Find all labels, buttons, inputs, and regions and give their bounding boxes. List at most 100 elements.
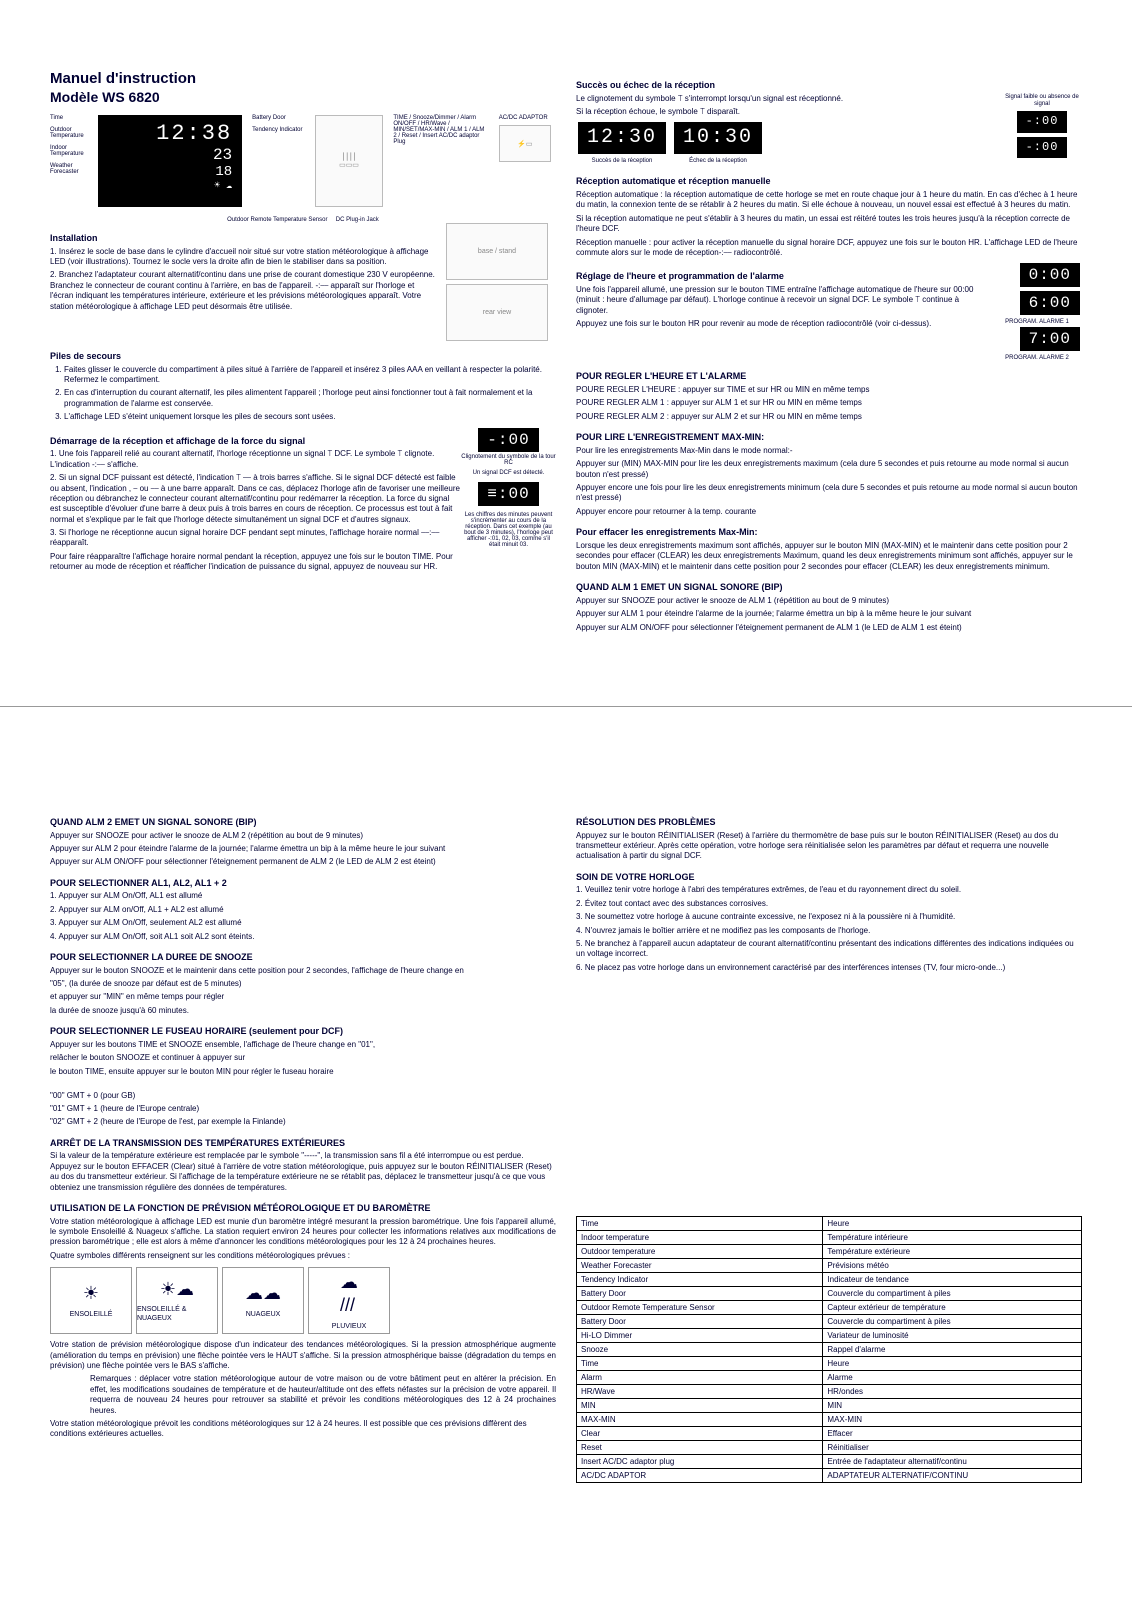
table-row: Hi-LO DimmerVariateur de luminosité [577, 1329, 1082, 1343]
table-row: Outdoor temperatureTempérature extérieur… [577, 1245, 1082, 1259]
table-row: TimeHeure [577, 1357, 1082, 1371]
table-cell: Alarm [577, 1371, 823, 1385]
table-row: MAX-MINMAX-MIN [577, 1413, 1082, 1427]
demarrage-lcds: -:00 Clignotement du symbole de la tour … [461, 426, 556, 548]
table-cell: MAX-MIN [823, 1413, 1082, 1427]
table-row: Outdoor Remote Temperature SensorCapteur… [577, 1301, 1082, 1315]
table-row: ResetRéinitialiser [577, 1441, 1082, 1455]
table-cell: Rappel d'alarme [823, 1343, 1082, 1357]
weather-rain: ☁/// PLUVIEUX [308, 1267, 390, 1334]
table-row: AlarmAlarme [577, 1371, 1082, 1385]
installation-figs: base / stand rear view [446, 223, 556, 341]
table-cell: MIN [823, 1399, 1082, 1413]
soin-block: SOIN DE VOTRE HORLOGE 1. Veuillez tenir … [576, 872, 1082, 973]
page2-left-col: QUAND ALM 2 EMET UN SIGNAL SONORE (BIP) … [50, 807, 556, 1483]
table-cell: MAX-MIN [577, 1413, 823, 1427]
fuseau-block: POUR SELECTIONNER LE FUSEAU HORAIRE (seu… [50, 1026, 556, 1127]
table-cell: Réinitialiser [823, 1441, 1082, 1455]
table-cell: Clear [577, 1427, 823, 1441]
hero-adaptor: AC/DC ADAPTOR ⚡▭ [499, 115, 556, 207]
arret-block: ARRÊT DE LA TRANSMISSION DES TEMPÉRATURE… [50, 1138, 556, 1193]
table-row: MINMIN [577, 1399, 1082, 1413]
sun-icon: ☀ [83, 1282, 99, 1305]
hero-mid-labels: Battery Door Tendency Indicator [252, 115, 304, 207]
table-cell: Hi-LO Dimmer [577, 1329, 823, 1343]
table-cell: Capteur extérieur de température [823, 1301, 1082, 1315]
page-1: Manuel d'instruction Modèle WS 6820 Time… [0, 0, 1132, 676]
cloud-icon: ☁☁ [245, 1282, 281, 1305]
piles-title: Piles de secours [50, 351, 556, 363]
weather-sunny: ☀ ENSOLEILLÉ [50, 1267, 132, 1334]
hero-left-labels: Time Outdoor Temperature Indoor Temperat… [50, 115, 88, 207]
installation-title: Installation [50, 233, 438, 245]
table-cell: Prévisions météo [823, 1259, 1082, 1273]
effacer-block: Pour effacer les enregistrements Max-Min… [576, 527, 1082, 572]
doc-model: Modèle WS 6820 [50, 89, 556, 105]
table-cell: Tendency Indicator [577, 1273, 823, 1287]
table-row: SnoozeRappel d'alarme [577, 1343, 1082, 1357]
table-cell: Reset [577, 1441, 823, 1455]
rain-icon: ☁/// [340, 1271, 358, 1318]
succes-title: Succès ou échec de la réception [576, 80, 1082, 92]
table-row: HR/WaveHR/ondes [577, 1385, 1082, 1399]
table-cell: Time [577, 1217, 823, 1231]
hero-lcd: 12:38 23 18 ☀ ☁ [98, 115, 242, 207]
table-cell: Alarme [823, 1371, 1082, 1385]
table-cell: MIN [577, 1399, 823, 1413]
table-cell: Couvercle du compartiment à piles [823, 1287, 1082, 1301]
table-row: Battery DoorCouvercle du compartiment à … [577, 1315, 1082, 1329]
table-row: Tendency IndicatorIndicateur de tendance [577, 1273, 1082, 1287]
glossary-table: TimeHeureIndoor temperatureTempérature i… [576, 1216, 1082, 1483]
table-row: AC/DC ADAPTORADAPTATEUR ALTERNATIF/CONTI… [577, 1469, 1082, 1483]
table-cell: Battery Door [577, 1315, 823, 1329]
reglage-block: Réglage de l'heure et programmation de l… [576, 261, 1082, 361]
set-block: POUR REGLER L'HEURE ET L'ALARME POURE RE… [576, 371, 1082, 422]
piles-block: Piles de secours Faites glisser le couve… [50, 351, 556, 423]
reglage-title: Réglage de l'heure et programmation de l… [576, 271, 992, 283]
demarrage-title: Démarrage de la réception et affichage d… [50, 436, 461, 448]
weather-symbols: ☀ ENSOLEILLÉ ☀☁ ENSOLEILLÉ & NUAGEUX ☁☁ … [50, 1267, 390, 1334]
table-cell: Battery Door [577, 1287, 823, 1301]
maxmin-block: POUR LIRE L'ENREGISTREMENT MAX-MIN: Pour… [576, 432, 1082, 517]
table-row: ClearEffacer [577, 1427, 1082, 1441]
recep-auto-block: Réception automatique et réception manue… [576, 176, 1082, 258]
table-cell: Insert AC/DC adaptor plug [577, 1455, 823, 1469]
table-cell: Heure [823, 1217, 1082, 1231]
table-cell: AC/DC ADAPTOR [577, 1469, 823, 1483]
alm1-block: QUAND ALM 1 EMET UN SIGNAL SONORE (BIP) … [576, 582, 1082, 633]
table-cell: Time [577, 1357, 823, 1371]
table-cell: Température intérieure [823, 1231, 1082, 1245]
table-cell: Température extérieure [823, 1245, 1082, 1259]
page1-left-col: Manuel d'instruction Modèle WS 6820 Time… [50, 70, 556, 636]
weather-cloudy: ☁☁ NUAGEUX [222, 1267, 304, 1334]
table-cell: Outdoor temperature [577, 1245, 823, 1259]
table-cell: Snooze [577, 1343, 823, 1357]
table-cell: Heure [823, 1357, 1082, 1371]
hero-back-view: ⎮⎮⎮⎮▭▭▭ [315, 115, 384, 207]
barometre-block: UTILISATION DE LA FONCTION DE PRÉVISION … [50, 1203, 556, 1440]
select-alm-block: POUR SELECTIONNER AL1, AL2, AL1 + 2 1. A… [50, 878, 556, 942]
weather-sun-cloud: ☀☁ ENSOLEILLÉ & NUAGEUX [136, 1267, 218, 1334]
page-2: QUAND ALM 2 EMET UN SIGNAL SONORE (BIP) … [0, 737, 1132, 1523]
table-cell: Weather Forecaster [577, 1259, 823, 1273]
table-cell: Outdoor Remote Temperature Sensor [577, 1301, 823, 1315]
resolution-block: RÉSOLUTION DES PROBLÈMES Appuyez sur le … [576, 817, 1082, 862]
installation-block: Installation 1. Insérez le socle de base… [50, 223, 438, 338]
sun-cloud-icon: ☀☁ [160, 1278, 194, 1301]
recep-auto-title: Réception automatique et réception manue… [576, 176, 1082, 188]
table-cell: Entrée de l'adaptateur alternatif/contin… [823, 1455, 1082, 1469]
table-cell: Couvercle du compartiment à piles [823, 1315, 1082, 1329]
table-row: Battery DoorCouvercle du compartiment à … [577, 1287, 1082, 1301]
doc-title: Manuel d'instruction [50, 70, 556, 87]
table-row: Indoor temperatureTempérature intérieure [577, 1231, 1082, 1245]
table-cell: Effacer [823, 1427, 1082, 1441]
table-cell: Indoor temperature [577, 1231, 823, 1245]
hero-diagram: Time Outdoor Temperature Indoor Temperat… [50, 115, 556, 207]
table-row: Insert AC/DC adaptor plugEntrée de l'ada… [577, 1455, 1082, 1469]
succes-block: Succès ou échec de la réception Le clign… [576, 80, 1082, 166]
table-row: Weather ForecasterPrévisions météo [577, 1259, 1082, 1273]
page1-right-col: Succès ou échec de la réception Le clign… [576, 70, 1082, 636]
table-cell: Variateur de luminosité [823, 1329, 1082, 1343]
snooze-block: POUR SELECTIONNER LA DUREE DE SNOOZE App… [50, 952, 556, 1016]
page-separator [0, 706, 1132, 707]
